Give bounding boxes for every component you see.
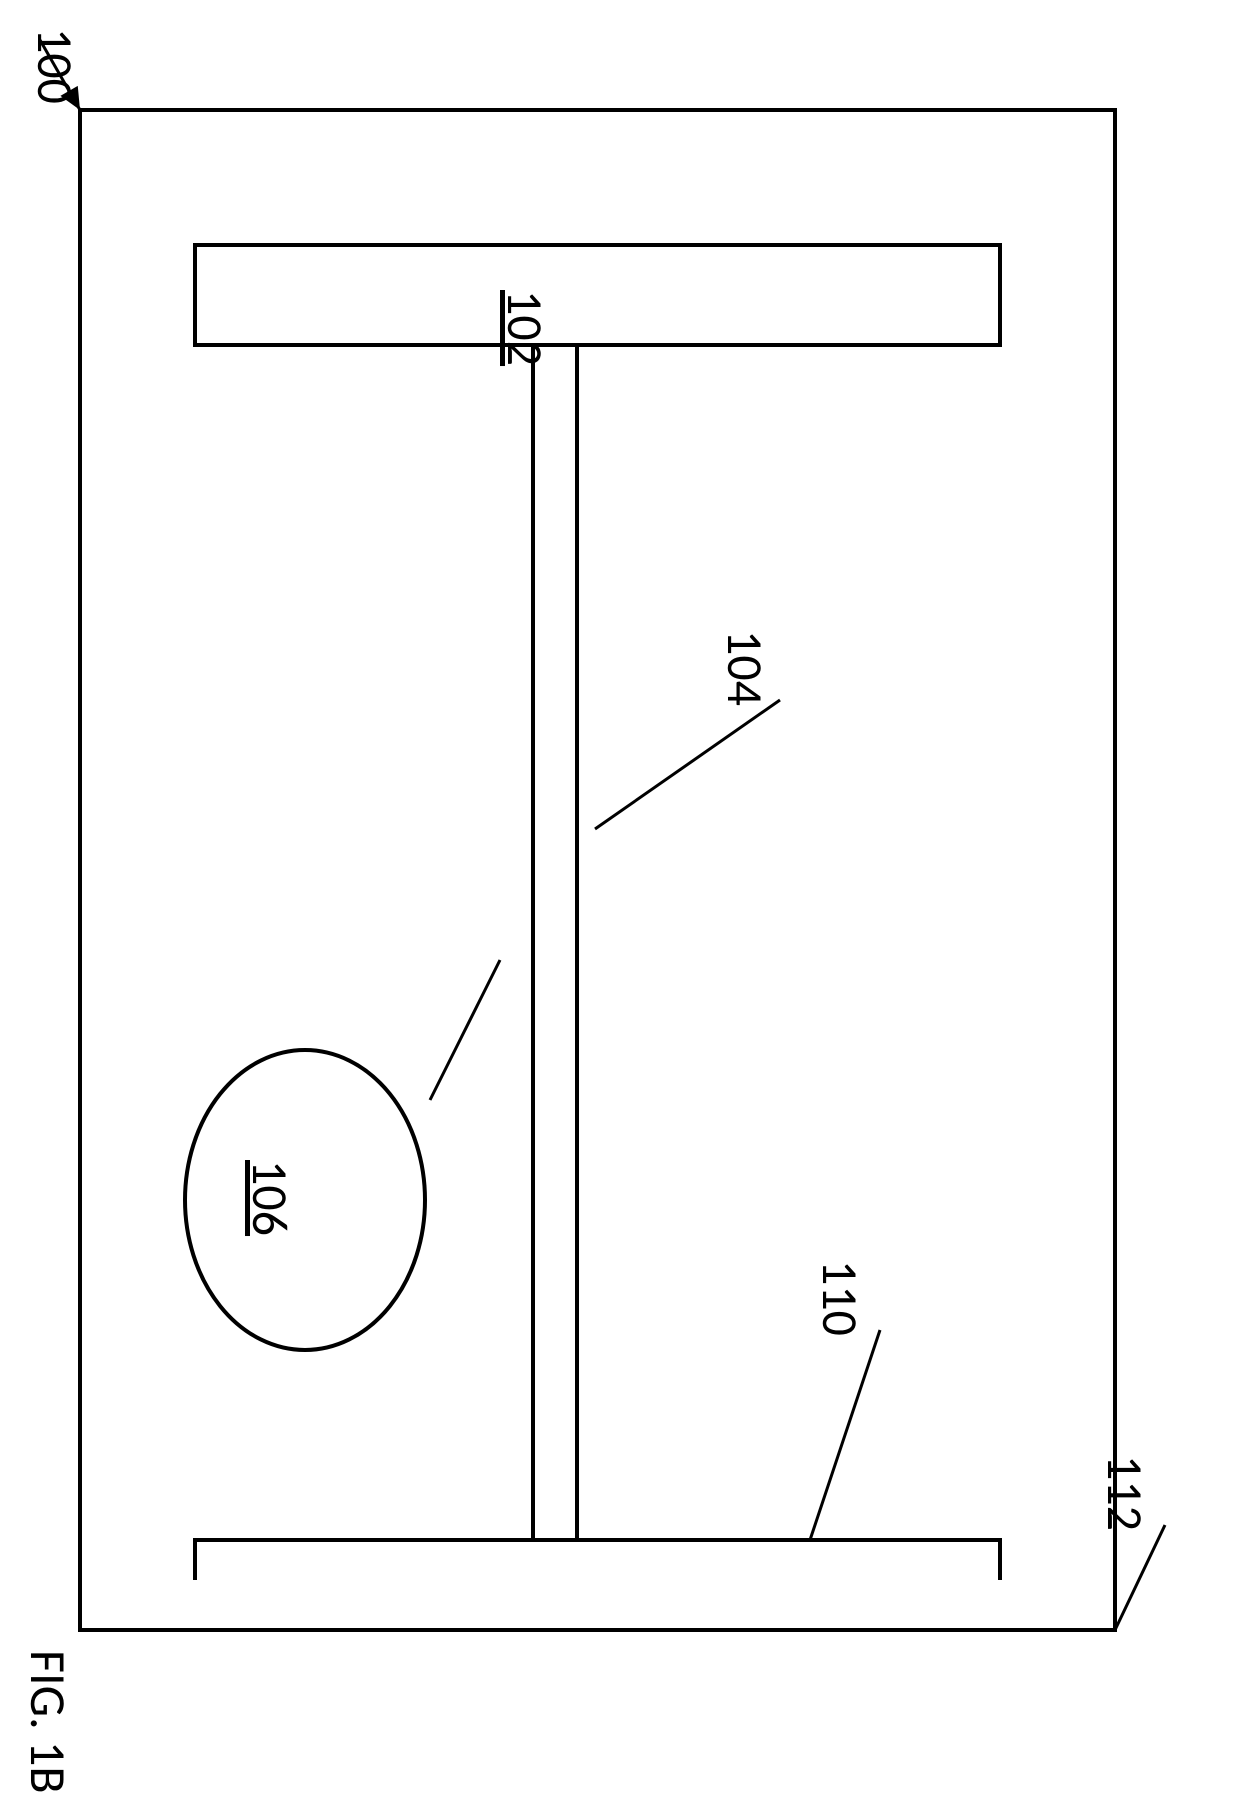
label-ref102: 102 bbox=[494, 290, 555, 366]
label-fig: FIG. 1B bbox=[17, 1650, 78, 1794]
top-bar bbox=[195, 245, 1000, 345]
figure-stage: 100112104110102106FIG. 1B bbox=[0, 0, 1240, 1751]
leader-l112 bbox=[1115, 1525, 1165, 1630]
label-ref100: 100 bbox=[24, 28, 85, 104]
diagram-svg bbox=[0, 0, 1240, 1751]
label-ref110: 110 bbox=[809, 1260, 870, 1336]
blob bbox=[185, 1050, 425, 1350]
label-ref106: 106 bbox=[239, 1160, 300, 1236]
label-ref104: 104 bbox=[714, 630, 775, 706]
label-ref112: 112 bbox=[1094, 1455, 1155, 1531]
stem bbox=[533, 345, 577, 1540]
